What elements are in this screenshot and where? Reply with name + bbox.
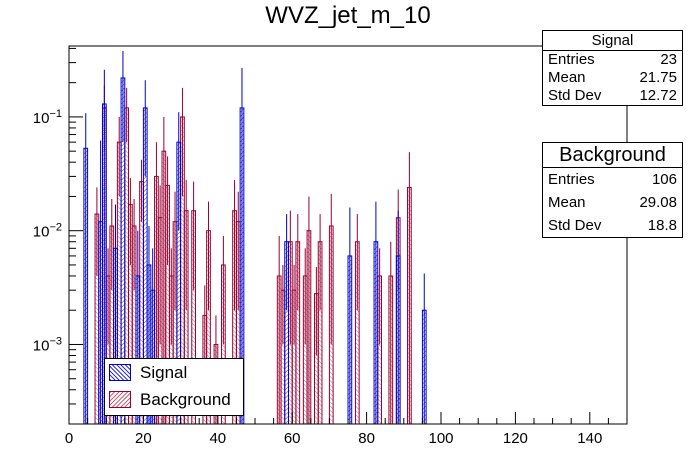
background-swatch-icon [109,391,131,408]
stat-label: Std Dev [548,87,602,104]
legend: Signal Background [104,358,244,416]
x-tick-label: 60 [284,430,301,447]
signal-swatch-icon [109,364,131,381]
x-tick-label: 20 [135,430,152,447]
stat-value: 18.8 [647,217,677,234]
background-stats-mean-row: Mean 29.08 [543,191,682,214]
chart-title: WVZ_jet_m_10 [265,2,431,29]
x-tick-label: 40 [209,430,226,447]
background-stats-entries-row: Entries 106 [543,168,682,191]
signal-stats-mean-row: Mean 21.75 [543,69,682,87]
x-tick-label: 100 [428,430,453,447]
stat-value: 106 [651,171,677,188]
signal-stats-box: Signal Entries 23 Mean 21.75 Std Dev 12.… [542,30,683,106]
signal-stats-entries-row: Entries 23 [543,51,682,69]
background-stats-stddev-row: Std Dev 18.8 [543,214,682,237]
legend-label: Background [140,389,231,409]
y-tick-label: 10−3 [33,335,62,354]
background-stats-title: Background [543,143,682,168]
x-tick-label: 80 [358,430,375,447]
x-tick-label: 0 [65,430,73,447]
legend-entry-background: Background [105,386,243,413]
stat-label: Entries [548,51,595,68]
stat-value: 21.75 [639,69,677,86]
y-tick-label: 10−1 [33,108,62,127]
stat-label: Mean [548,69,586,86]
stat-value: 29.08 [639,194,677,211]
signal-stats-stddev-row: Std Dev 12.72 [543,87,682,105]
stat-label: Std Dev [548,217,602,234]
stat-value: 23 [660,51,677,68]
stat-value: 12.72 [639,87,677,104]
background-stats-box: Background Entries 106 Mean 29.08 Std De… [542,142,683,238]
stat-label: Mean [548,194,586,211]
stat-label: Entries [548,171,595,188]
y-tick-label: 10−2 [33,222,62,241]
x-tick-label: 120 [503,430,528,447]
x-tick-label: 140 [577,430,602,447]
legend-entry-signal: Signal [105,359,243,386]
legend-label: Signal [140,362,188,382]
signal-stats-title: Signal [543,31,682,51]
